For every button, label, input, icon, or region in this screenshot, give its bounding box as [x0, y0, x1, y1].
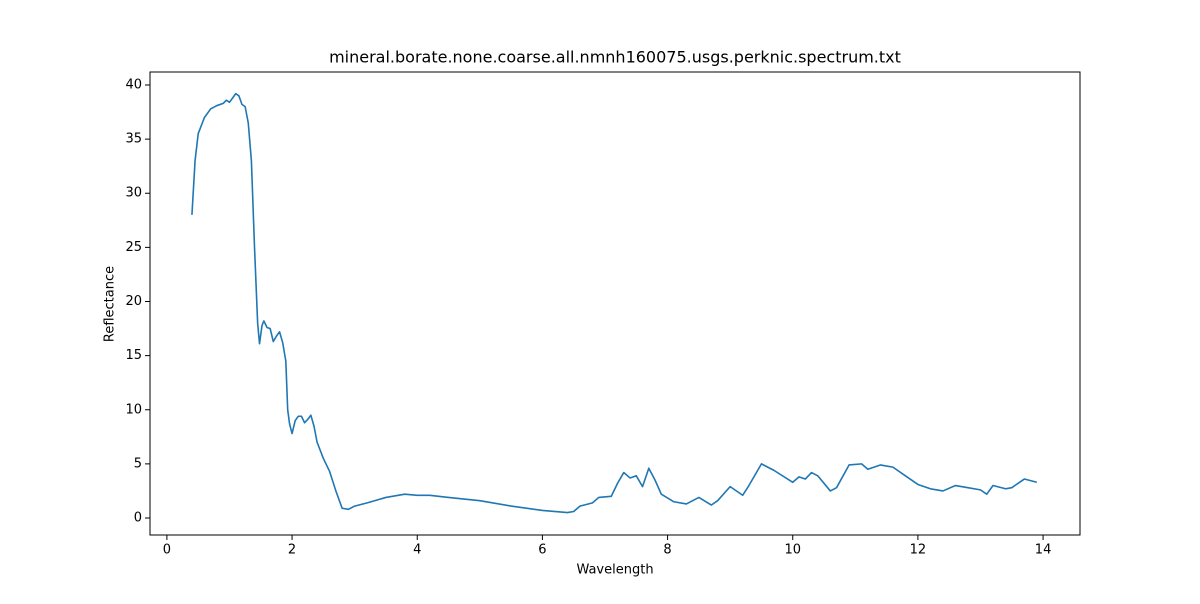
y-tick-label: 25: [125, 240, 142, 255]
x-tick-label: 12: [910, 543, 927, 558]
y-tick-label: 30: [125, 186, 142, 201]
x-axis-label: Wavelength: [576, 563, 653, 578]
x-tick-label: 8: [663, 543, 671, 558]
x-tick-label: 4: [413, 543, 421, 558]
y-tick-label: 0: [134, 511, 142, 526]
y-axis-label: Reflectance: [103, 266, 118, 342]
x-tick-label: 2: [288, 543, 296, 558]
y-tick-label: 10: [125, 402, 142, 417]
plot-frame: [149, 71, 1081, 536]
y-tick-label: 35: [125, 132, 142, 147]
y-tick-label: 5: [134, 456, 142, 471]
x-tick-label: 14: [1035, 543, 1052, 558]
y-tick-label: 20: [125, 294, 142, 309]
y-tick-label: 40: [125, 77, 142, 92]
data-line: [191, 92, 1038, 514]
chart-title: mineral.borate.none.coarse.all.nmnh16007…: [329, 48, 901, 67]
x-tick-label: 0: [163, 543, 171, 558]
y-tick-label: 15: [125, 348, 142, 363]
x-tick-label: 6: [538, 543, 546, 558]
x-tick-label: 10: [784, 543, 801, 558]
